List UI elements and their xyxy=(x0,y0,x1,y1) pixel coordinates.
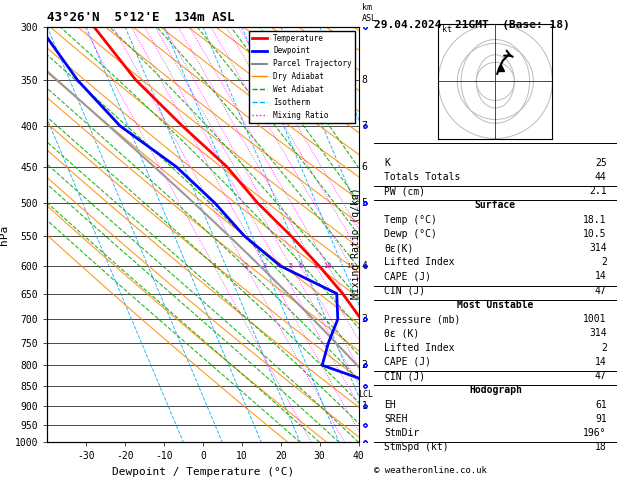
Text: 44: 44 xyxy=(595,172,607,182)
Text: 8: 8 xyxy=(313,263,318,269)
Text: Pressure (mb): Pressure (mb) xyxy=(384,314,460,324)
Text: Totals Totals: Totals Totals xyxy=(384,172,460,182)
Text: 47: 47 xyxy=(595,286,607,295)
Text: 196°: 196° xyxy=(583,428,607,438)
Text: 18.1: 18.1 xyxy=(583,214,607,225)
Text: 3: 3 xyxy=(263,263,267,269)
Text: θε(K): θε(K) xyxy=(384,243,413,253)
Text: Most Unstable: Most Unstable xyxy=(457,300,533,310)
Text: 2: 2 xyxy=(601,343,607,353)
Text: 6: 6 xyxy=(362,162,367,172)
Text: Lifted Index: Lifted Index xyxy=(384,257,454,267)
Text: 14: 14 xyxy=(595,357,607,367)
Text: 10.5: 10.5 xyxy=(583,229,607,239)
Text: 314: 314 xyxy=(589,329,607,338)
Text: 2: 2 xyxy=(362,360,367,370)
Text: 1: 1 xyxy=(212,263,216,269)
Text: CIN (J): CIN (J) xyxy=(384,371,425,381)
Text: 43°26'N  5°12'E  134m ASL: 43°26'N 5°12'E 134m ASL xyxy=(47,11,235,24)
Text: Temp (°C): Temp (°C) xyxy=(384,214,437,225)
Text: 91: 91 xyxy=(595,414,607,424)
Text: 2: 2 xyxy=(601,257,607,267)
Text: CAPE (J): CAPE (J) xyxy=(384,272,431,281)
Text: 1: 1 xyxy=(362,401,367,411)
Text: 7: 7 xyxy=(362,121,367,131)
Text: 3: 3 xyxy=(362,314,367,324)
Text: © weatheronline.co.uk: © weatheronline.co.uk xyxy=(374,466,487,475)
Text: SREH: SREH xyxy=(384,414,408,424)
Text: 29.04.2024  21GMT  (Base: 18): 29.04.2024 21GMT (Base: 18) xyxy=(374,20,570,31)
Text: 10: 10 xyxy=(324,263,332,269)
Text: StmDir: StmDir xyxy=(384,428,419,438)
Text: EH: EH xyxy=(384,399,396,410)
Text: 6: 6 xyxy=(298,263,303,269)
Text: Hodograph: Hodograph xyxy=(469,385,522,395)
Text: K: K xyxy=(384,157,390,168)
Text: kt: kt xyxy=(442,25,452,34)
Legend: Temperature, Dewpoint, Parcel Trajectory, Dry Adiabat, Wet Adiabat, Isotherm, Mi: Temperature, Dewpoint, Parcel Trajectory… xyxy=(248,31,355,122)
Text: Dewp (°C): Dewp (°C) xyxy=(384,229,437,239)
Text: 5: 5 xyxy=(289,263,293,269)
Text: 5: 5 xyxy=(362,198,367,208)
Text: PW (cm): PW (cm) xyxy=(384,186,425,196)
Text: CAPE (J): CAPE (J) xyxy=(384,357,431,367)
Text: Surface: Surface xyxy=(475,200,516,210)
Text: Mixing Ratio (g/kg): Mixing Ratio (g/kg) xyxy=(351,187,361,299)
X-axis label: Dewpoint / Temperature (°C): Dewpoint / Temperature (°C) xyxy=(112,467,294,477)
Text: 61: 61 xyxy=(595,399,607,410)
Text: 14: 14 xyxy=(595,272,607,281)
Text: 1001: 1001 xyxy=(583,314,607,324)
Text: LCL: LCL xyxy=(359,390,374,399)
Text: 2.1: 2.1 xyxy=(589,186,607,196)
Text: 4: 4 xyxy=(362,261,367,271)
Text: 47: 47 xyxy=(595,371,607,381)
Text: 4: 4 xyxy=(277,263,281,269)
Text: 8: 8 xyxy=(362,75,367,85)
Text: 314: 314 xyxy=(589,243,607,253)
Y-axis label: hPa: hPa xyxy=(0,225,9,244)
Text: Lifted Index: Lifted Index xyxy=(384,343,454,353)
Text: km
ASL: km ASL xyxy=(362,3,377,22)
Text: CIN (J): CIN (J) xyxy=(384,286,425,295)
Text: θε (K): θε (K) xyxy=(384,329,419,338)
Text: 2: 2 xyxy=(243,263,248,269)
Text: StmSpd (kt): StmSpd (kt) xyxy=(384,442,448,452)
Text: 15: 15 xyxy=(347,263,355,269)
Text: 18: 18 xyxy=(595,442,607,452)
Text: 25: 25 xyxy=(595,157,607,168)
